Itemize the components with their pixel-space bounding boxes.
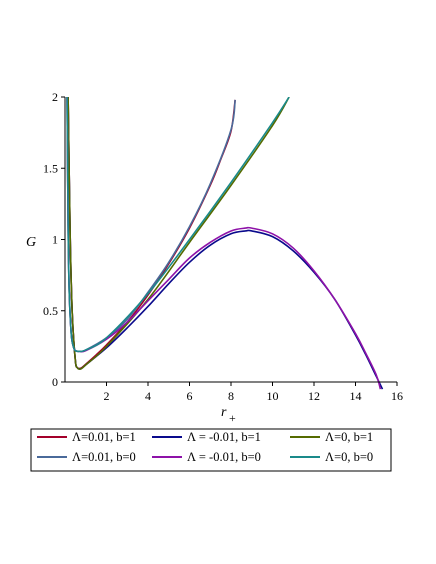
x-axis-label: r + (221, 405, 236, 425)
x-axis-label-subscript: + (229, 411, 236, 425)
y-axis-label: G (26, 235, 36, 250)
x-tick-label: 16 (391, 389, 403, 403)
series-line-0 (67, 97, 236, 370)
x-tick-label: 4 (145, 389, 151, 403)
legend-box (30, 428, 392, 472)
legend-label: Λ=0, b=1 (325, 430, 373, 444)
x-tick-label: 6 (187, 389, 193, 403)
ticks: 2 4 6 8 10 12 14 16 0 0.5 1 1.5 2 (43, 90, 403, 403)
x-axis-label-main: r (221, 405, 227, 420)
x-tick-label: 14 (350, 389, 362, 403)
series-line-5 (66, 97, 290, 353)
legend-label: Λ=0.01, b=1 (72, 430, 136, 444)
y-tick-label: 1 (52, 233, 58, 247)
x-tick-label: 2 (104, 389, 110, 403)
legend-label: Λ=0.01, b=0 (72, 450, 136, 464)
legend: Λ=0.01, b=1 Λ = -0.01, b=1 Λ=0, b=1 Λ=0.01,… (30, 428, 392, 472)
legend-label: Λ = -0.01, b=1 (187, 430, 261, 444)
series-line-1 (67, 97, 384, 390)
y-tick-label: 1.5 (43, 161, 58, 175)
y-tick-label: 0 (52, 375, 58, 389)
x-tick-label: 8 (228, 389, 234, 403)
series-line-4 (66, 97, 382, 390)
y-tick-label: 2 (52, 90, 58, 104)
x-tick-label: 12 (308, 389, 320, 403)
legend-label: Λ=0, b=0 (325, 450, 373, 464)
series-curves (66, 97, 384, 390)
series-line-3 (66, 97, 236, 353)
series-line-2 (67, 97, 290, 371)
y-tick-label: 0.5 (43, 304, 58, 318)
legend-label: Λ = -0.01, b=0 (187, 450, 261, 464)
x-tick-label: 10 (267, 389, 279, 403)
